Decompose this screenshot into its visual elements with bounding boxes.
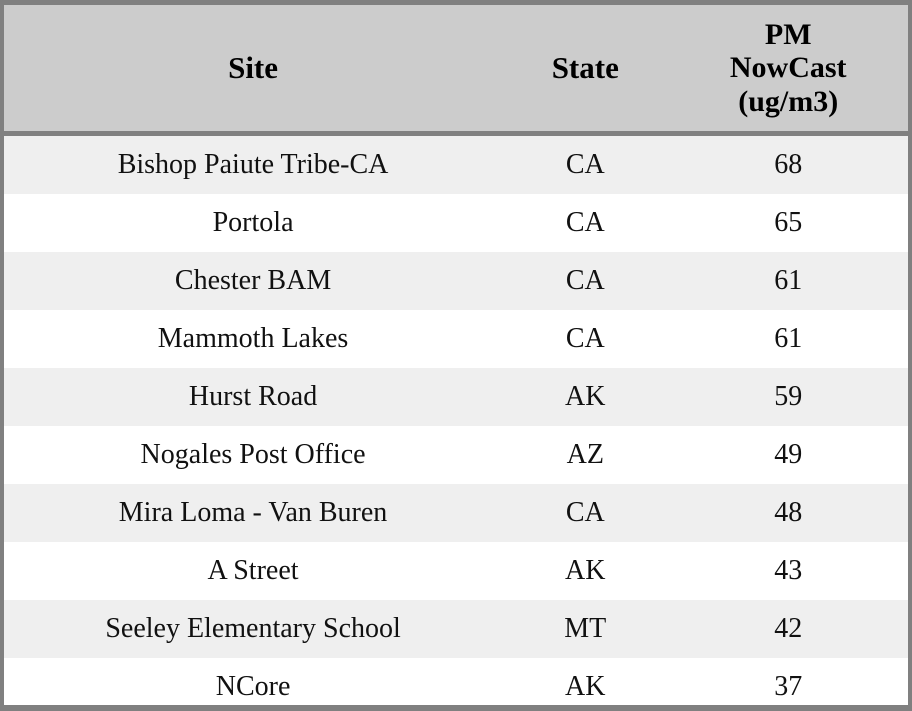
- table-row[interactable]: Portola CA 65: [4, 194, 908, 252]
- cell-state: MT: [502, 600, 669, 658]
- column-header-pm-nowcast[interactable]: PM NowCast (ug/m3): [668, 5, 908, 136]
- cell-pm-nowcast: 61: [668, 252, 908, 310]
- cell-state: CA: [502, 194, 669, 252]
- column-header-pm-line3: (ug/m3): [738, 84, 839, 118]
- table-row[interactable]: Chester BAM CA 61: [4, 252, 908, 310]
- cell-pm-nowcast: 65: [668, 194, 908, 252]
- cell-pm-nowcast: 48: [668, 484, 908, 542]
- table-header-row: Site State PM NowCast (ug/m3): [4, 5, 908, 136]
- cell-site: Mammoth Lakes: [4, 310, 503, 368]
- table-row[interactable]: NCore AK 37: [4, 658, 908, 705]
- table-row[interactable]: Hurst Road AK 59: [4, 368, 908, 426]
- pm-nowcast-table: Site State PM NowCast (ug/m3) Bishop Pai…: [4, 5, 908, 705]
- table-row[interactable]: A Street AK 43: [4, 542, 908, 600]
- cell-state: CA: [502, 252, 669, 310]
- column-header-pm-line1: PM: [764, 17, 812, 51]
- cell-state: AK: [502, 542, 669, 600]
- cell-state: CA: [502, 484, 669, 542]
- cell-site: Nogales Post Office: [4, 426, 503, 484]
- cell-state: CA: [502, 133, 669, 194]
- column-header-site[interactable]: Site: [4, 5, 503, 136]
- cell-pm-nowcast: 59: [668, 368, 908, 426]
- cell-site: A Street: [4, 542, 503, 600]
- cell-state: CA: [502, 310, 669, 368]
- table-header: Site State PM NowCast (ug/m3): [4, 5, 908, 136]
- cell-pm-nowcast: 49: [668, 426, 908, 484]
- cell-pm-nowcast: 37: [668, 658, 908, 705]
- table-row[interactable]: Bishop Paiute Tribe-CA CA 68: [4, 133, 908, 194]
- cell-state: AZ: [502, 426, 669, 484]
- table-row[interactable]: Nogales Post Office AZ 49: [4, 426, 908, 484]
- cell-site: Chester BAM: [4, 252, 503, 310]
- cell-site: Hurst Road: [4, 368, 503, 426]
- column-header-state[interactable]: State: [502, 5, 669, 136]
- cell-pm-nowcast: 68: [668, 133, 908, 194]
- cell-pm-nowcast: 42: [668, 600, 908, 658]
- cell-pm-nowcast: 43: [668, 542, 908, 600]
- column-header-pm-line2: NowCast: [729, 51, 847, 85]
- cell-site: Seeley Elementary School: [4, 600, 503, 658]
- cell-pm-nowcast: 61: [668, 310, 908, 368]
- cell-site: Portola: [4, 194, 503, 252]
- table-row[interactable]: Mammoth Lakes CA 61: [4, 310, 908, 368]
- table-body: Bishop Paiute Tribe-CA CA 68 Portola CA …: [4, 133, 908, 705]
- cell-site: Bishop Paiute Tribe-CA: [4, 133, 503, 194]
- table-row[interactable]: Seeley Elementary School MT 42: [4, 600, 908, 658]
- cell-site: Mira Loma - Van Buren: [4, 484, 503, 542]
- table-row[interactable]: Mira Loma - Van Buren CA 48: [4, 484, 908, 542]
- cell-site: NCore: [4, 658, 503, 705]
- cell-state: AK: [502, 368, 669, 426]
- cell-state: AK: [502, 658, 669, 705]
